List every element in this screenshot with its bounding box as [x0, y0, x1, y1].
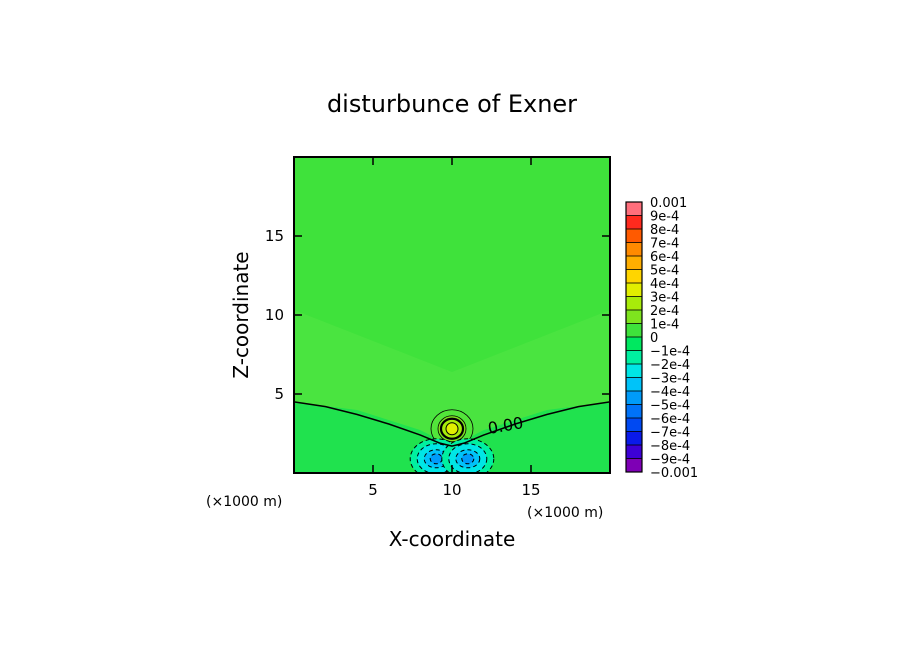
colorbar-level-label: −6e-4 — [650, 412, 690, 427]
colorbar-swatch — [626, 242, 642, 256]
colorbar: −0.001−9e-4−8e-4−7e-4−6e-4−5e-4−4e-4−3e-… — [625, 196, 698, 481]
colorbar-swatch — [626, 431, 642, 445]
colorbar-swatch — [626, 350, 642, 364]
y-axis-ticks: 5 10 15 — [265, 227, 610, 403]
colorbar-swatch — [626, 377, 642, 391]
colorbar-level-label: 0 — [650, 331, 658, 346]
negative-minimum-contour — [461, 453, 475, 465]
colorbar-swatch — [626, 404, 642, 418]
colorbar-level-label: 2e-4 — [650, 304, 679, 319]
colorbar-level-label: −3e-4 — [650, 372, 690, 387]
colorbar-level-label: 9e-4 — [650, 210, 679, 225]
colorbar-level-label: 1e-4 — [650, 318, 679, 333]
colorbar-swatch — [626, 445, 642, 459]
colorbar-swatch — [626, 418, 642, 432]
colorbar-level-label: −1e-4 — [650, 345, 690, 360]
colorbar-level-label: 0.001 — [650, 196, 687, 211]
positive-maximum-contour — [445, 422, 459, 436]
x-tick-label: 15 — [521, 481, 540, 499]
plot-area — [294, 157, 610, 473]
features-layer — [409, 409, 495, 473]
colorbar-level-label: 7e-4 — [650, 237, 679, 252]
colorbar-swatch — [626, 256, 642, 270]
y-unit-label: (×1000 m) — [206, 494, 282, 510]
colorbar-level-label: −7e-4 — [650, 426, 690, 441]
y-tick-label: 15 — [265, 227, 284, 245]
y-tick-label: 5 — [274, 385, 284, 403]
y-axis-label: Z-coordinate — [229, 251, 253, 378]
colorbar-swatch — [626, 391, 642, 405]
colorbar-level-label: 5e-4 — [650, 264, 679, 279]
colorbar-swatch — [626, 215, 642, 229]
colorbar-level-label: 3e-4 — [650, 291, 679, 306]
colorbar-swatch — [626, 310, 642, 324]
colorbar-level-label: 8e-4 — [650, 223, 679, 238]
colorbar-level-label: −8e-4 — [650, 439, 690, 454]
colorbar-level-label: −9e-4 — [650, 453, 690, 468]
colorbar-level-label: −5e-4 — [650, 399, 690, 414]
x-tick-label: 10 — [442, 481, 461, 499]
x-axis-label: X-coordinate — [389, 527, 516, 551]
chart-title: disturbunce of Exner — [327, 90, 577, 118]
colorbar-swatch — [626, 229, 642, 243]
colorbar-swatch — [626, 202, 642, 216]
y-tick-label: 10 — [265, 306, 284, 324]
x-tick-label: 5 — [368, 481, 378, 499]
x-axis-ticks: 5 10 15 — [368, 157, 541, 499]
colorbar-swatch — [626, 364, 642, 378]
colorbar-swatch — [626, 323, 642, 337]
negative-minimum-contour — [429, 453, 443, 465]
colorbar-swatch — [626, 337, 642, 351]
colorbar-level-label: −4e-4 — [650, 385, 690, 400]
colorbar-swatch — [626, 283, 642, 297]
colorbar-level-label: 4e-4 — [650, 277, 679, 292]
colorbar-swatch — [626, 269, 642, 283]
zero-contour-line — [294, 401, 610, 447]
colorbar-level-label: −0.001 — [650, 466, 698, 481]
colorbar-swatch — [626, 296, 642, 310]
x-unit-label: (×1000 m) — [527, 505, 603, 521]
colorbar-swatch — [626, 458, 642, 472]
colorbar-level-label: 6e-4 — [650, 250, 679, 265]
colorbar-level-label: −2e-4 — [650, 358, 690, 373]
